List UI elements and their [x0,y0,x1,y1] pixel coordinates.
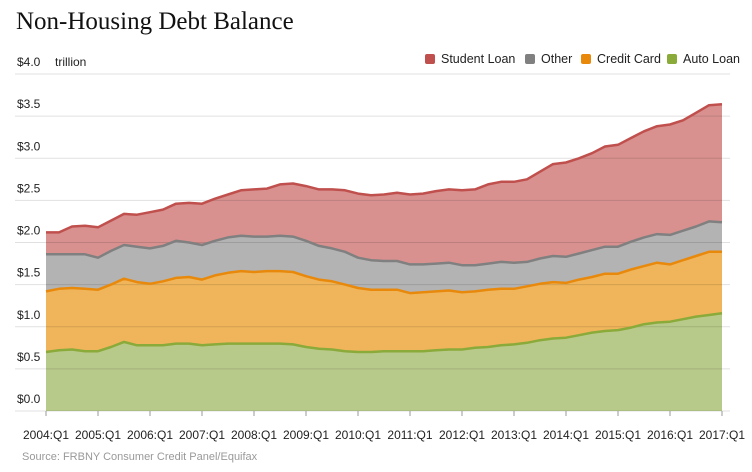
legend-swatch [667,54,677,64]
legend-item: Auto Loan [667,52,740,66]
legend-label: Student Loan [441,52,515,66]
legend-swatch [425,54,435,64]
y-tick-label: $2.5 [17,181,41,195]
legend: Student Loan Other Credit Card Auto Loan [425,52,740,66]
area-student-loan [46,104,722,266]
source-note: Source: FRBNY Consumer Credit Panel/Equi… [22,451,258,463]
area-credit-card [46,251,722,352]
x-tick-label: 2010:Q1 [335,428,381,442]
x-tick-label: 2013:Q1 [491,428,537,442]
y-tick-label: $2.0 [17,224,41,238]
y-tick-label: $3.5 [17,97,41,111]
legend-item: Credit Card [581,52,661,66]
x-tick-label: 2005:Q1 [75,428,121,442]
x-tick-label: 2007:Q1 [179,428,225,442]
x-tick-label: 2009:Q1 [283,428,329,442]
x-tick-label: 2006:Q1 [127,428,173,442]
y-tick-label: $0.0 [17,392,41,406]
legend-label: Auto Loan [683,52,740,66]
x-tick-label: 2012:Q1 [439,428,485,442]
legend-label: Credit Card [597,52,661,66]
x-tick-label: 2016:Q1 [647,428,693,442]
x-tick-label: 2011:Q1 [387,428,432,442]
y-unit-label: trillion [55,55,86,69]
chart-title: Non-Housing Debt Balance [16,8,294,35]
y-tick-label: $4.0 [17,55,41,69]
x-tick-label: 2008:Q1 [231,428,277,442]
x-tick-label: 2004:Q1 [23,428,69,442]
legend-swatch [525,54,535,64]
x-tick-label: 2017:Q1 [699,428,745,442]
legend-item: Student Loan [425,52,515,66]
y-tick-label: $0.5 [17,350,41,364]
y-tick-label: $1.5 [17,266,41,280]
legend-item: Other [525,52,572,66]
legend-swatch [581,54,591,64]
x-tick-label: 2015:Q1 [595,428,641,442]
y-tick-label: $3.0 [17,139,41,153]
y-tick-label: $1.0 [17,308,41,322]
area-auto-loan [46,313,722,411]
x-tick-label: 2014:Q1 [543,428,589,442]
legend-label: Other [541,52,572,66]
